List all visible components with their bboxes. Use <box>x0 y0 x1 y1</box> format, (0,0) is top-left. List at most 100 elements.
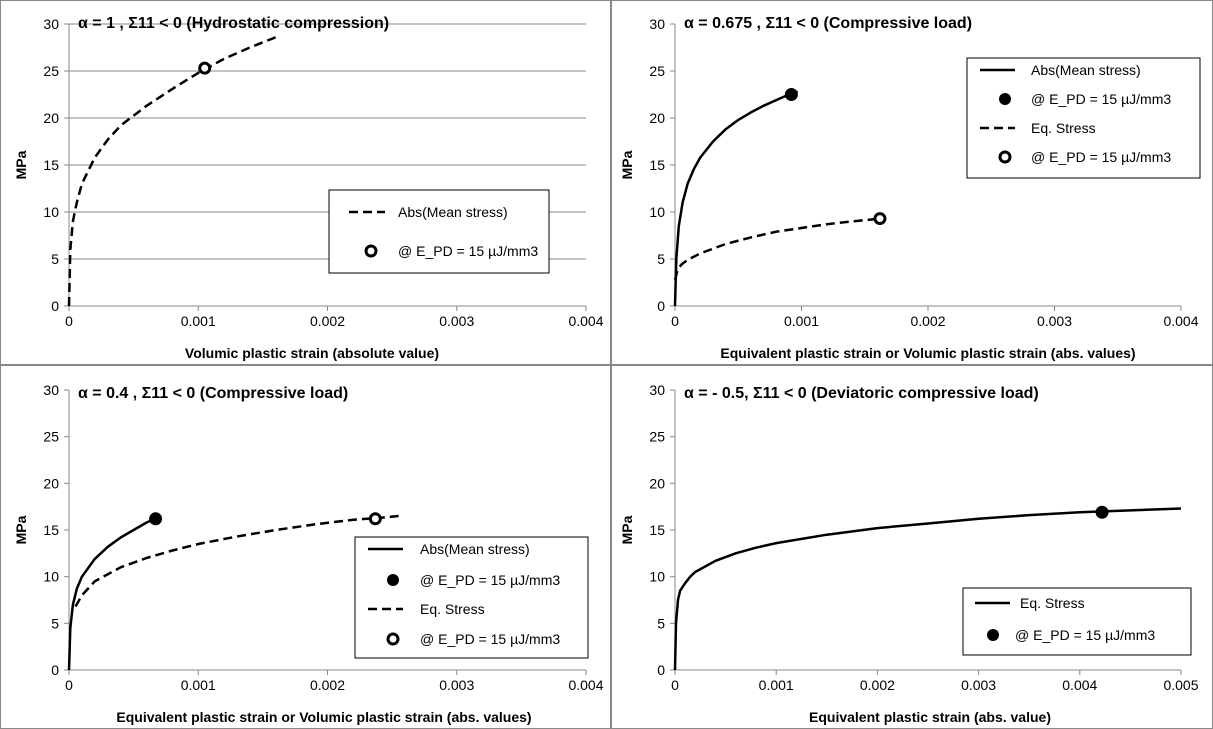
y-tick-label: 5 <box>657 615 665 631</box>
x-tick-label: 0.001 <box>784 313 819 329</box>
x-tick-label: 0 <box>671 677 679 693</box>
y-tick-label: 10 <box>43 204 59 220</box>
x-tick-label: 0.002 <box>310 313 345 329</box>
y-tick-label: 0 <box>51 298 59 314</box>
x-tick-label: 0.003 <box>961 677 996 693</box>
legend-box <box>328 189 550 274</box>
y-tick-label: 5 <box>51 251 59 267</box>
legend-entry: @ E_PD = 15 µJ/mm3 <box>398 243 538 259</box>
legend-entry: @ E_PD = 15 µJ/mm3 <box>1031 91 1171 107</box>
y-tick-label: 25 <box>43 63 59 79</box>
legend-entry: Eq. Stress <box>1020 595 1085 611</box>
legend-entry: @ E_PD = 15 µJ/mm3 <box>1015 627 1155 643</box>
chart-title: α = 0.4 , Σ11 < 0 (Compressive load) <box>78 385 348 402</box>
y-tick-label: 25 <box>649 429 665 445</box>
legend-entry: @ E_PD = 15 µJ/mm3 <box>420 631 560 647</box>
y-tick-label: 20 <box>43 110 59 126</box>
legend-entry: @ E_PD = 15 µJ/mm3 <box>1031 149 1171 165</box>
marker-filled <box>784 88 798 101</box>
x-tick-label: 0 <box>65 313 73 329</box>
legend: Abs(Mean stress) @ E_PD = 15 µJ/mm3 <box>328 189 550 274</box>
legend-swatch-filled-marker <box>987 629 999 641</box>
legend-entry: Eq. Stress <box>420 601 485 617</box>
legend-swatch-open-marker <box>998 150 1012 164</box>
y-tick-label: 10 <box>43 569 59 585</box>
x-tick-label: 0.003 <box>1037 313 1072 329</box>
marker-open <box>368 512 382 526</box>
x-tick-label: 0 <box>65 677 73 693</box>
y-tick-label: 25 <box>649 63 665 79</box>
x-tick-label: 0.001 <box>181 677 216 693</box>
x-tick-label: 0.002 <box>910 313 945 329</box>
chart-title: α = 0.675 , Σ11 < 0 (Compressive load) <box>684 15 972 32</box>
y-tick-label: 15 <box>649 157 665 173</box>
x-axis-label: Volumic plastic strain (absolute value) <box>185 345 439 361</box>
series-line-dashed <box>67 36 277 307</box>
x-tick-label: 0.003 <box>439 313 474 329</box>
x-tick-label: 0.004 <box>1062 677 1097 693</box>
legend-swatch-filled-marker <box>999 93 1011 105</box>
legend: Abs(Mean stress) @ E_PD = 15 µJ/mm3 Eq. … <box>354 536 589 659</box>
chart-panel-compressive-0675: 0 0.001 0.002 0.003 0.004 0 5 10 15 20 25 30 α = 0… <box>619 15 1201 361</box>
y-tick-label: 5 <box>657 251 665 267</box>
legend-entry: Abs(Mean stress) <box>1031 62 1141 78</box>
y-axis-label: MPa <box>619 150 635 179</box>
y-tick-label: 25 <box>43 429 59 445</box>
y-tick-label: 10 <box>649 569 665 585</box>
x-tick-label: 0.001 <box>181 313 216 329</box>
y-axis-label: MPa <box>13 150 29 179</box>
legend-swatch-open-marker <box>364 244 378 258</box>
x-axis-label: Equivalent plastic strain or Volumic pla… <box>116 709 531 725</box>
series-line-solid <box>67 516 158 671</box>
x-tick-label: 0 <box>671 313 679 329</box>
legend-box <box>962 587 1192 656</box>
x-tick-label: 0.004 <box>568 313 603 329</box>
chart-panel-compressive-04: 0 0.001 0.002 0.003 0.004 0 5 10 15 20 25 30 α = 0… <box>13 382 604 725</box>
series-line-solid <box>673 507 1182 671</box>
chart-panel-hydrostatic: 0 0.001 0.002 0.003 0.004 0 5 10 15 20 25 30 α = 1… <box>13 15 604 361</box>
x-tick-label: 0.005 <box>1163 677 1198 693</box>
y-axis-label: MPa <box>13 515 29 544</box>
y-tick-label: 15 <box>43 522 59 538</box>
y-tick-label: 30 <box>43 16 59 32</box>
x-tick-label: 0.003 <box>439 677 474 693</box>
x-axis-label: Equivalent plastic strain (abs. value) <box>809 709 1051 725</box>
y-tick-label: 0 <box>657 662 665 678</box>
y-tick-label: 0 <box>51 662 59 678</box>
legend: Eq. Stress @ E_PD = 15 µJ/mm3 <box>962 587 1192 656</box>
legend-entry: Eq. Stress <box>1031 120 1096 136</box>
y-tick-label: 20 <box>43 475 59 491</box>
series-line-dashed <box>74 514 399 608</box>
y-tick-label: 0 <box>657 298 665 314</box>
y-tick-label: 15 <box>649 522 665 538</box>
x-tick-label: 0.004 <box>568 677 603 693</box>
chart-title: α = - 0.5, Σ11 < 0 (Deviatoric compressi… <box>684 385 1039 402</box>
marker-filled <box>1095 505 1109 519</box>
marker-open <box>873 212 887 226</box>
y-tick-label: 30 <box>649 16 665 32</box>
marker-filled <box>149 512 163 526</box>
series-line-solid <box>673 90 799 307</box>
x-tick-label: 0.004 <box>1163 313 1198 329</box>
y-tick-label: 20 <box>649 475 665 491</box>
y-tick-label: 15 <box>43 157 59 173</box>
y-tick-label: 20 <box>649 110 665 126</box>
x-axis-label: Equivalent plastic strain or Volumic pla… <box>720 345 1135 361</box>
chart-title: α = 1 , Σ11 < 0 (Hydrostatic compression… <box>78 15 389 32</box>
legend-entry: Abs(Mean stress) <box>420 541 530 557</box>
y-tick-label: 5 <box>51 615 59 631</box>
series-line-dashed <box>673 217 882 281</box>
y-tick-label: 30 <box>649 382 665 398</box>
marker-open <box>198 61 212 75</box>
y-tick-label: 30 <box>43 382 59 398</box>
legend-swatch-filled-marker <box>387 574 399 586</box>
legend-entry: Abs(Mean stress) <box>398 204 508 220</box>
legend-swatch-open-marker <box>386 632 400 646</box>
x-tick-label: 0.002 <box>860 677 895 693</box>
legend-entry: @ E_PD = 15 µJ/mm3 <box>420 572 560 588</box>
x-tick-label: 0.001 <box>759 677 794 693</box>
y-tick-label: 10 <box>649 204 665 220</box>
chart-panel-deviatoric: 0 0.001 0.002 0.003 0.004 0.005 051015202530 … <box>619 382 1199 725</box>
legend: Abs(Mean stress) @ E_PD = 15 µJ/mm3 Eq. … <box>966 57 1201 179</box>
